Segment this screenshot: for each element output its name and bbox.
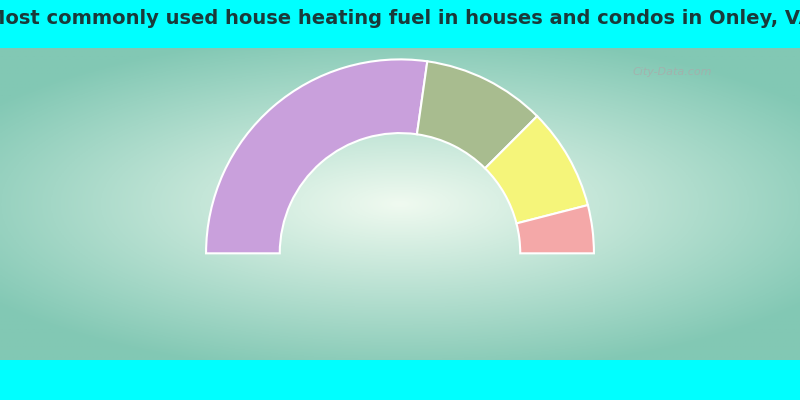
Text: City-Data.com: City-Data.com	[632, 67, 712, 77]
Text: Most commonly used house heating fuel in houses and condos in Onley, VA: Most commonly used house heating fuel in…	[0, 8, 800, 28]
Wedge shape	[417, 61, 537, 168]
Wedge shape	[206, 59, 427, 253]
Wedge shape	[517, 205, 594, 253]
Wedge shape	[485, 116, 588, 224]
